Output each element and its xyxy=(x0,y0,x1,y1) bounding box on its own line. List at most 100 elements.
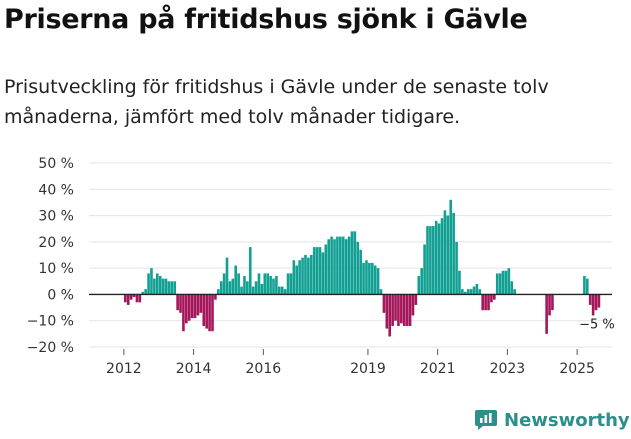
bar xyxy=(382,294,386,313)
bar xyxy=(315,247,319,295)
x-tick-label: 2019 xyxy=(350,361,386,377)
bar xyxy=(417,276,421,295)
bar xyxy=(272,278,275,295)
bar xyxy=(190,294,194,319)
bar xyxy=(461,289,464,295)
bar xyxy=(237,273,240,295)
brand-name: Newsworthy xyxy=(504,409,630,431)
bar xyxy=(246,281,249,295)
bar xyxy=(388,294,392,337)
bar xyxy=(324,244,328,295)
bar xyxy=(475,283,479,295)
bar xyxy=(124,294,127,303)
bar xyxy=(501,270,505,295)
bar xyxy=(283,289,287,295)
bar xyxy=(466,289,470,295)
bar xyxy=(495,273,499,295)
bar xyxy=(583,276,586,295)
bar xyxy=(135,294,139,303)
bar xyxy=(298,260,301,295)
bar xyxy=(452,212,455,295)
bar xyxy=(586,278,589,295)
bar xyxy=(594,294,598,311)
bar xyxy=(391,294,394,326)
bar xyxy=(234,265,238,295)
bar xyxy=(185,294,188,324)
bar xyxy=(199,294,203,313)
bar xyxy=(170,281,174,295)
bar xyxy=(423,244,426,295)
bar xyxy=(251,286,255,295)
bar xyxy=(350,231,354,295)
bar xyxy=(228,281,232,295)
bar xyxy=(548,294,551,316)
bar xyxy=(333,239,336,295)
bar xyxy=(318,247,322,295)
x-tick-label: 2012 xyxy=(106,361,142,377)
bar xyxy=(263,273,267,295)
bar xyxy=(219,281,223,295)
bar xyxy=(202,294,206,326)
bar xyxy=(327,239,331,295)
bar xyxy=(161,278,165,295)
bar xyxy=(289,273,293,295)
annotation-layer: −5 % xyxy=(579,318,615,333)
y-tick-label: 0 % xyxy=(47,287,74,303)
bar xyxy=(458,270,461,295)
bar xyxy=(359,249,362,295)
bar xyxy=(405,294,409,326)
bar xyxy=(158,276,162,295)
bar xyxy=(394,294,397,321)
bar xyxy=(365,260,368,295)
bar xyxy=(487,294,490,311)
bar xyxy=(275,276,278,295)
bar xyxy=(321,252,325,295)
bar xyxy=(144,289,147,295)
bar xyxy=(132,294,136,298)
bar xyxy=(164,278,168,295)
bar xyxy=(379,289,383,295)
bar xyxy=(411,294,415,316)
y-tick-label: 10 % xyxy=(38,261,74,277)
bar xyxy=(216,289,220,295)
x-tick-label: 2014 xyxy=(176,361,212,377)
bar xyxy=(498,273,502,295)
bar xyxy=(173,281,177,295)
bar xyxy=(193,294,197,319)
bars xyxy=(124,199,601,337)
bar xyxy=(551,294,554,311)
bar xyxy=(266,273,269,295)
bar xyxy=(309,255,313,295)
bar xyxy=(356,241,360,295)
bar xyxy=(429,226,432,295)
bar xyxy=(397,294,400,326)
x-tick-label: 2021 xyxy=(420,361,456,377)
newsworthy-logo[interactable]: Newsworthy xyxy=(474,408,630,432)
bar xyxy=(260,283,264,295)
y-axis-labels: −20 % −10 % 0 % 10 % 20 % 30 % 40 % 50 % xyxy=(27,156,74,356)
bar xyxy=(138,294,142,303)
bar xyxy=(208,294,211,332)
bar xyxy=(420,268,423,295)
bar xyxy=(353,231,357,295)
bar xyxy=(147,273,150,295)
bar xyxy=(469,289,473,295)
bar xyxy=(153,278,156,295)
bar xyxy=(402,294,406,326)
bar xyxy=(414,294,418,305)
bar xyxy=(507,268,511,295)
bar xyxy=(292,260,296,295)
y-tick-label: 50 % xyxy=(38,156,74,172)
bar xyxy=(243,276,246,295)
x-tick-label: 2016 xyxy=(246,361,282,377)
bar xyxy=(336,236,339,295)
bar xyxy=(478,289,482,295)
bar-chart: −20 %−10 %0 %10 %20 %30 %40 %50 % 2012 20… xyxy=(27,156,615,377)
bar xyxy=(513,289,516,295)
x-axis: 2012 2014 2016 2019 2021 2023 2025 xyxy=(89,293,612,377)
chart-title: Priserna på fritidshus sjönk i Gävle xyxy=(4,4,528,35)
bar xyxy=(400,294,403,324)
bar xyxy=(449,199,453,295)
bar xyxy=(341,236,345,295)
bar xyxy=(179,294,182,313)
